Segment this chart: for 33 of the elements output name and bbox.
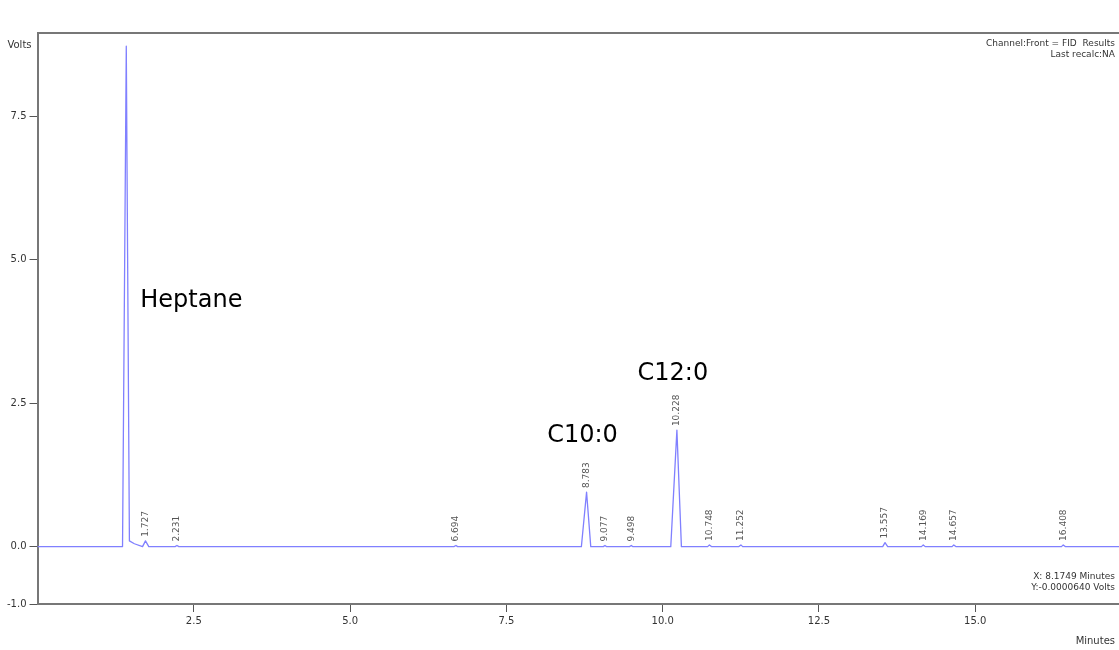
annotation: 11.252 bbox=[735, 509, 746, 541]
annotation: Heptane bbox=[140, 285, 243, 314]
y-tick-label: -1.0 bbox=[7, 597, 27, 609]
annotation: C10:0 bbox=[547, 420, 618, 449]
annotation: 9.077 bbox=[599, 515, 610, 542]
x-axis-title: Minutes bbox=[1075, 634, 1115, 646]
annotation: 9.498 bbox=[625, 515, 636, 542]
y-tick-label: 5.0 bbox=[10, 253, 27, 265]
annotation: Last recalc:NA bbox=[1050, 48, 1116, 59]
y-tick-label: 0.0 bbox=[10, 540, 27, 552]
annotation: 14.657 bbox=[948, 509, 959, 541]
annotation: C12:0 bbox=[637, 358, 709, 387]
x-tick-label: 7.5 bbox=[498, 614, 515, 626]
annotation: 8.783 bbox=[580, 462, 591, 489]
annotation: 14.169 bbox=[917, 509, 928, 541]
annotation: 16.408 bbox=[1057, 509, 1068, 541]
y-tick-label: 2.5 bbox=[10, 396, 27, 408]
x-tick-label: 2.5 bbox=[185, 614, 202, 626]
x-tick-label: 12.5 bbox=[807, 614, 831, 626]
x-tick-label: 10.0 bbox=[651, 614, 674, 626]
annotation: X: 8.1749 Minutes bbox=[1033, 570, 1116, 581]
annotation: Y:-0.0000640 Volts bbox=[1030, 581, 1116, 592]
y-axis-title: Volts bbox=[7, 38, 32, 50]
annotation: 10.748 bbox=[703, 509, 714, 541]
annotation: 13.557 bbox=[879, 507, 890, 539]
annotation: 1.727 bbox=[139, 511, 150, 537]
x-tick-label: 5.0 bbox=[342, 614, 359, 626]
annotation: Channel:Front = FID Results bbox=[986, 37, 1116, 48]
annotation: 10.228 bbox=[671, 394, 682, 427]
y-tick-label: 7.5 bbox=[10, 109, 27, 121]
annotation: 6.694 bbox=[450, 515, 461, 542]
x-tick-label: 15.0 bbox=[964, 614, 987, 626]
annotation: 2.231 bbox=[171, 515, 182, 542]
